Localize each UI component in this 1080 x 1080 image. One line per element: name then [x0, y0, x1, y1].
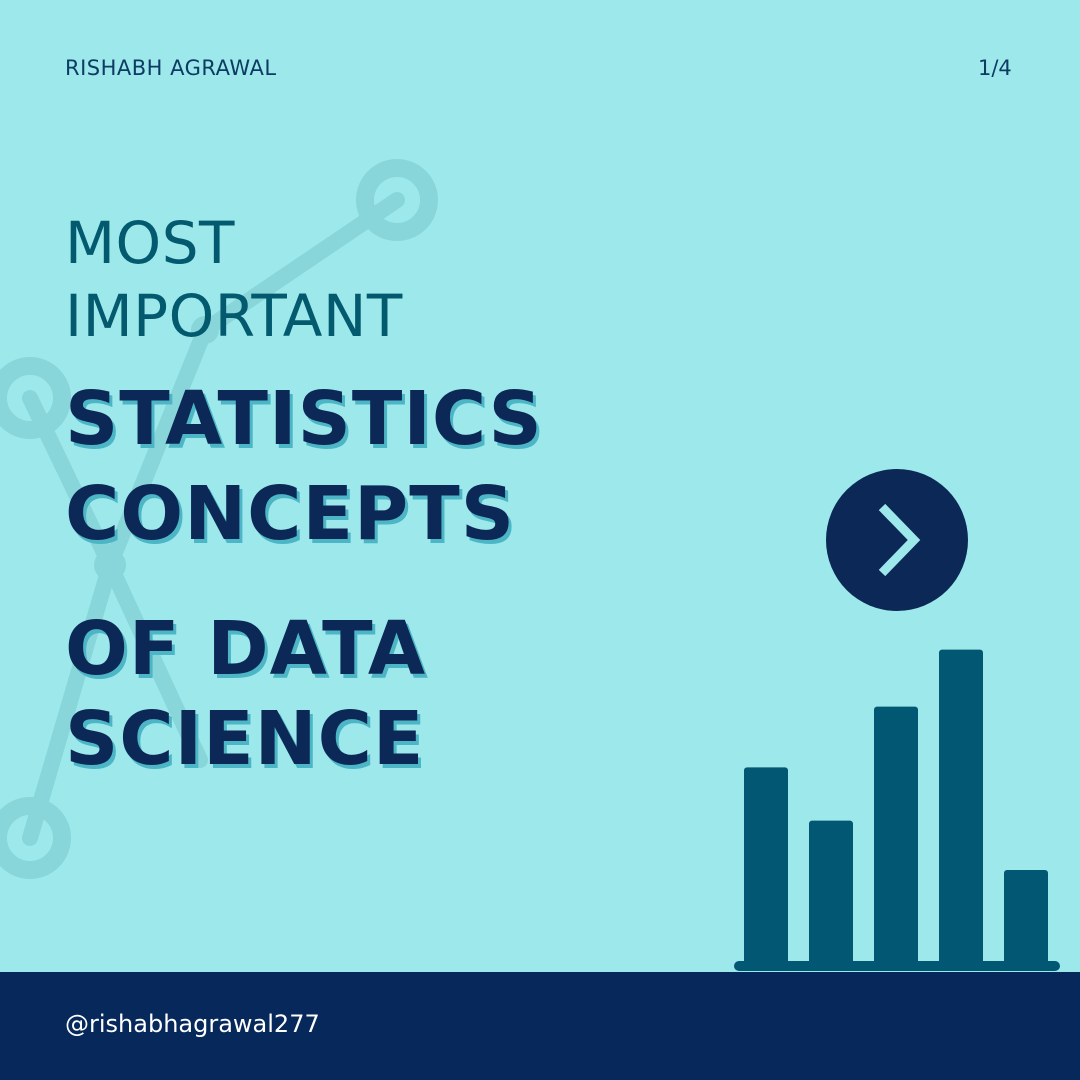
chart-bar: [744, 767, 788, 967]
title-line-concepts: CONCEPTS: [65, 471, 516, 557]
footer-bar: [0, 972, 1080, 1080]
title-line-of-data: OF DATA: [65, 606, 427, 692]
title-line-important: IMPORTANT: [65, 282, 403, 350]
title-line-most: MOST: [65, 209, 235, 277]
chart-baseline: [734, 961, 1060, 971]
bar-chart-icon: [734, 649, 1060, 971]
title-line-science: SCIENCE: [65, 696, 425, 782]
chart-bar: [939, 649, 983, 967]
chart-bar: [809, 820, 853, 967]
next-slide-button[interactable]: [826, 469, 968, 611]
social-handle: @rishabhagrawal277: [65, 1010, 320, 1038]
page-counter: 1/4: [978, 56, 1012, 80]
title-line-statistics: STATISTICS: [65, 376, 543, 462]
chevron-right-icon: [878, 503, 921, 577]
chart-bar: [874, 706, 918, 967]
chart-bar: [1004, 870, 1048, 967]
author-name: RISHABH AGRAWAL: [65, 56, 277, 80]
